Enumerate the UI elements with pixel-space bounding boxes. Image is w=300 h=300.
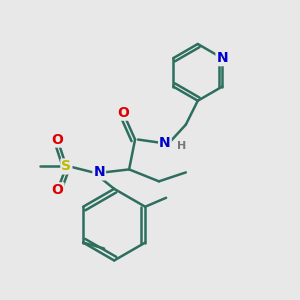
Text: O: O — [52, 183, 63, 197]
Text: N: N — [159, 136, 171, 149]
Text: H: H — [177, 140, 186, 151]
Text: O: O — [52, 133, 63, 146]
Text: N: N — [217, 51, 228, 65]
Text: S: S — [61, 159, 71, 173]
Text: O: O — [117, 106, 129, 120]
Text: N: N — [93, 165, 105, 179]
